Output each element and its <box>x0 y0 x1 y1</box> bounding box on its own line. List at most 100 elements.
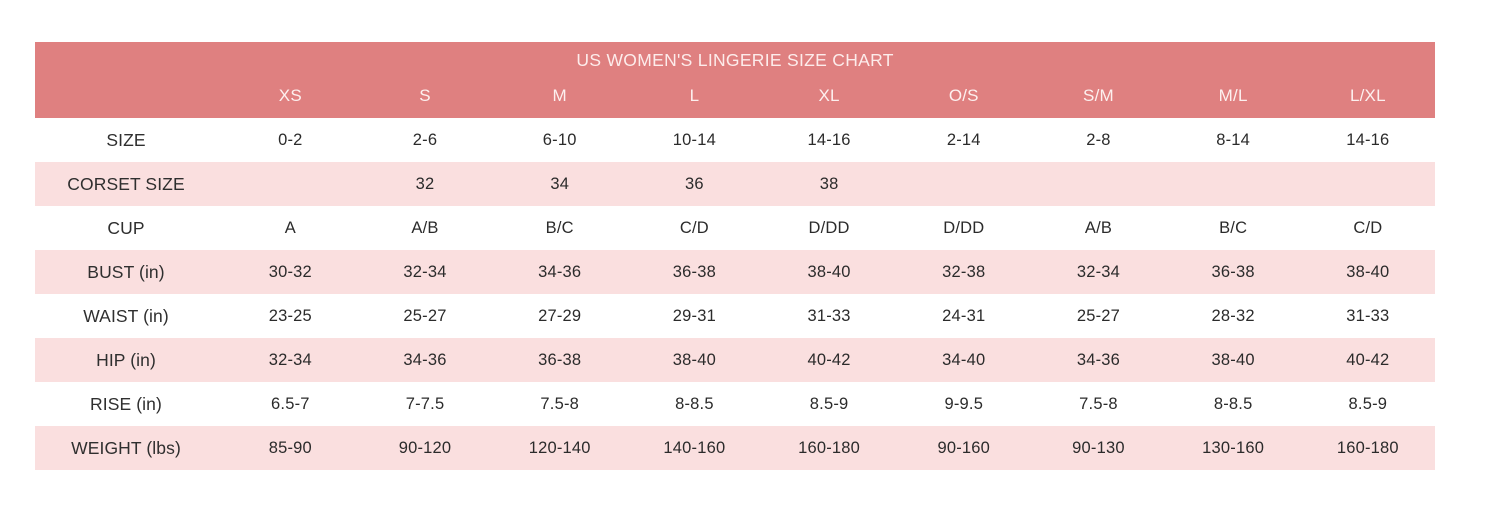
cell-rise-m: 7.5-8 <box>540 394 580 413</box>
cell-bust-l: 36-38 <box>672 262 716 281</box>
title-row: US WOMEN'S LINGERIE SIZE CHART <box>35 42 1436 80</box>
cell-corset-size-l: 36 <box>685 174 704 193</box>
cell-bust-ml: 36-38 <box>1211 262 1255 281</box>
size-chart-container: US WOMEN'S LINGERIE SIZE CHART XS S M L … <box>35 42 1436 470</box>
cell-size-sm: 2-8 <box>1086 130 1111 149</box>
cell-bust-os: 32-38 <box>942 262 986 281</box>
column-header-row: XS S M L XL O/S S/M M/L L/XL <box>35 80 1436 118</box>
cell-weight-l: 140-160 <box>663 438 726 457</box>
cell-bust-lxl: 38-40 <box>1346 262 1390 281</box>
row-label-hip: HIP (in) <box>96 349 156 370</box>
cell-rise-l: 8-8.5 <box>675 394 714 413</box>
cell-corset-size-sm <box>1031 162 1166 206</box>
table-row: BUST (in) 30-32 32-34 34-36 36-38 38-40 … <box>35 250 1436 294</box>
cell-waist-m: 27-29 <box>538 306 582 325</box>
cell-weight-s: 90-120 <box>398 438 452 457</box>
cell-size-lxl: 14-16 <box>1346 130 1390 149</box>
cell-size-os: 2-14 <box>946 130 981 149</box>
cell-bust-xl: 38-40 <box>807 262 851 281</box>
cell-bust-s: 32-34 <box>403 262 447 281</box>
table-row: WAIST (in) 23-25 25-27 27-29 29-31 31-33… <box>35 294 1436 338</box>
table-row: CUP A A/B B/C C/D D/DD D/DD A/B B/C C/D <box>35 206 1436 250</box>
row-label-header <box>35 80 223 118</box>
column-header-os: O/S <box>896 80 1032 118</box>
cell-rise-lxl: 8.5-9 <box>1348 394 1388 413</box>
cell-cup-l: C/D <box>679 218 709 237</box>
cell-waist-l: 29-31 <box>672 306 716 325</box>
cell-weight-lxl: 160-180 <box>1336 438 1399 457</box>
table-row: WEIGHT (lbs) 85-90 90-120 120-140 140-16… <box>35 426 1436 470</box>
column-header-s: S <box>357 80 493 118</box>
cell-bust-sm: 32-34 <box>1076 262 1121 281</box>
row-label-waist: WAIST (in) <box>83 305 169 326</box>
cell-size-ml: 8-14 <box>1216 130 1251 149</box>
row-label-cup: CUP <box>107 217 145 238</box>
cell-size-m: 6-10 <box>542 130 577 149</box>
column-header-m: M <box>492 80 628 118</box>
table-row: SIZE 0-2 2-6 6-10 10-14 14-16 2-14 2-8 8… <box>35 118 1436 162</box>
cell-waist-s: 25-27 <box>403 306 447 325</box>
row-label-weight: WEIGHT (lbs) <box>71 437 181 458</box>
cell-hip-sm: 34-36 <box>1076 350 1121 369</box>
cell-corset-size-m: 34 <box>550 174 570 193</box>
cell-corset-size-xl: 38 <box>819 174 839 193</box>
cell-hip-s: 34-36 <box>403 350 447 369</box>
table-row: HIP (in) 32-34 34-36 36-38 38-40 40-42 3… <box>35 338 1436 382</box>
cell-weight-sm: 90-130 <box>1072 438 1125 457</box>
table-header: US WOMEN'S LINGERIE SIZE CHART XS S M L … <box>35 42 1436 118</box>
size-chart-table: US WOMEN'S LINGERIE SIZE CHART XS S M L … <box>35 42 1436 470</box>
cell-hip-m: 36-38 <box>538 350 582 369</box>
chart-title: US WOMEN'S LINGERIE SIZE CHART <box>35 42 1436 80</box>
cell-size-xs: 0-2 <box>278 130 303 149</box>
cell-cup-xl: D/DD <box>808 218 850 237</box>
cell-hip-ml: 38-40 <box>1211 350 1255 369</box>
cell-rise-ml: 8-8.5 <box>1213 394 1253 413</box>
column-header-l: L <box>627 80 762 118</box>
cell-cup-os: D/DD <box>943 218 985 237</box>
cell-corset-size-ml <box>1166 162 1301 206</box>
cell-corset-size-s: 32 <box>415 174 435 193</box>
row-label-size: SIZE <box>106 129 146 150</box>
cell-cup-xs: A <box>284 218 296 237</box>
table-row: RISE (in) 6.5-7 7-7.5 7.5-8 8-8.5 8.5-9 … <box>35 382 1436 426</box>
cell-weight-ml: 130-160 <box>1202 438 1265 457</box>
row-label-corset-size: CORSET SIZE <box>67 173 185 194</box>
cell-hip-xs: 32-34 <box>268 350 312 369</box>
column-header-lxl: L/XL <box>1300 80 1436 118</box>
cell-waist-ml: 28-32 <box>1211 306 1255 325</box>
row-label-rise: RISE (in) <box>90 393 162 414</box>
cell-weight-xs: 85-90 <box>268 438 312 457</box>
column-header-sm: S/M <box>1031 80 1166 118</box>
cell-bust-m: 34-36 <box>538 262 582 281</box>
cell-cup-ml: B/C <box>1219 218 1248 237</box>
cell-cup-sm: A/B <box>1084 218 1113 237</box>
table-body: SIZE 0-2 2-6 6-10 10-14 14-16 2-14 2-8 8… <box>35 118 1436 470</box>
cell-rise-sm: 7.5-8 <box>1079 394 1118 413</box>
cell-corset-size-xs <box>223 162 358 206</box>
column-header-xl: XL <box>761 80 897 118</box>
column-header-xs: XS <box>223 80 358 118</box>
cell-cup-s: A/B <box>411 218 439 237</box>
cell-bust-xs: 30-32 <box>268 262 312 281</box>
column-header-ml: M/L <box>1165 80 1301 118</box>
cell-hip-lxl: 40-42 <box>1346 350 1390 369</box>
cell-cup-lxl: C/D <box>1353 218 1383 237</box>
cell-weight-os: 90-160 <box>937 438 991 457</box>
cell-waist-xs: 23-25 <box>268 306 312 325</box>
cell-hip-os: 34-40 <box>942 350 986 369</box>
cell-size-l: 10-14 <box>672 130 716 149</box>
row-label-bust: BUST (in) <box>87 261 165 282</box>
cell-waist-xl: 31-33 <box>807 306 851 325</box>
cell-rise-os: 9-9.5 <box>944 394 984 413</box>
cell-rise-xs: 6.5-7 <box>271 394 310 413</box>
cell-size-s: 2-6 <box>412 130 438 149</box>
cell-hip-l: 38-40 <box>672 350 716 369</box>
cell-corset-size-os <box>896 162 1031 206</box>
cell-rise-s: 7-7.5 <box>405 394 445 413</box>
cell-cup-m: B/C <box>545 218 574 237</box>
cell-rise-xl: 8.5-9 <box>809 394 849 413</box>
table-row: CORSET SIZE 32 34 36 38 <box>35 162 1436 206</box>
cell-weight-xl: 160-180 <box>798 438 861 457</box>
cell-size-xl: 14-16 <box>807 130 851 149</box>
cell-waist-os: 24-31 <box>942 306 986 325</box>
